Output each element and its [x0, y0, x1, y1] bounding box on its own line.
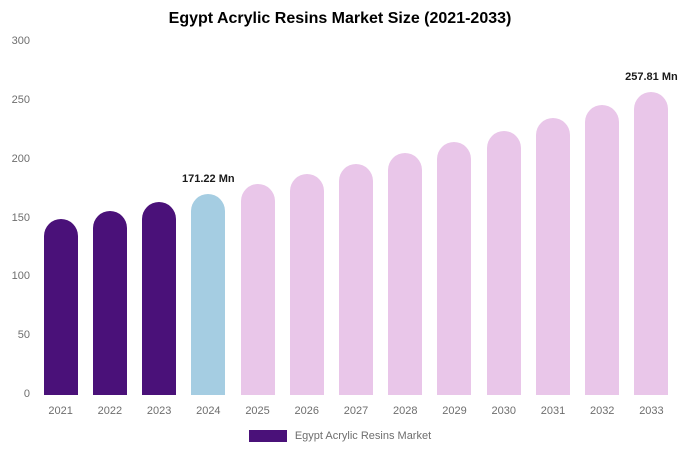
- legend-label: Egypt Acrylic Resins Market: [294, 430, 432, 442]
- x-axis-label: 2022: [97, 405, 123, 417]
- y-axis-tick-label: 100: [11, 270, 30, 283]
- x-axis-label: 2033: [639, 405, 664, 417]
- y-axis-tick-label: 300: [11, 35, 30, 47]
- y-axis-tick-label: 200: [11, 152, 30, 165]
- bar-column: 2030: [479, 42, 528, 417]
- bar: [240, 184, 275, 395]
- x-axis-label: 2028: [393, 405, 418, 417]
- bar: [535, 118, 570, 395]
- bar-column: 2031: [528, 42, 577, 417]
- bar: [486, 130, 521, 395]
- y-axis-tick-label: 150: [11, 211, 30, 224]
- x-axis-label: 2026: [294, 405, 320, 417]
- x-axis-label: 2024: [196, 405, 221, 417]
- bar: [437, 142, 472, 395]
- bar-column: 2023: [134, 42, 183, 417]
- bar-column: 171.22 Mn 2024: [182, 42, 235, 417]
- legend-swatch: [248, 430, 287, 442]
- bar: [191, 193, 226, 395]
- x-axis-label: 2030: [491, 405, 516, 417]
- bar: [585, 105, 620, 395]
- legend: Egypt Acrylic Resins Market: [0, 430, 680, 442]
- x-axis-label: 2023: [146, 405, 172, 417]
- x-axis-label: 2032: [589, 405, 615, 417]
- bar-column: 2028: [381, 42, 430, 417]
- bar-column: 2032: [578, 42, 627, 417]
- bar-column: 2027: [331, 42, 380, 417]
- y-axis-tick-label: 250: [11, 93, 30, 106]
- bar-column: 2025: [233, 42, 282, 417]
- y-axis-tick-label: 50: [17, 329, 30, 342]
- bar: [634, 91, 669, 395]
- x-axis-label: 2025: [245, 405, 270, 417]
- bar: [339, 164, 374, 395]
- bar-column: 257.81 Mn 2033: [625, 42, 678, 417]
- x-axis-label: 2021: [48, 405, 73, 417]
- bar-data-label: 171.22 Mn: [182, 172, 235, 185]
- bar: [388, 153, 423, 395]
- plot-area: 2021 2022 2023 171.22 Mn 2024 2025 2026 2027 202…: [36, 42, 678, 417]
- bar: [289, 174, 324, 395]
- bar-column: 2021: [36, 42, 85, 417]
- x-axis-label: 2027: [343, 405, 369, 417]
- bar-column: 2022: [85, 42, 134, 417]
- bar-column: 2026: [282, 42, 331, 417]
- bar-column: 2029: [430, 42, 479, 417]
- chart-title: Egypt Acrylic Resins Market Size (2021-2…: [168, 10, 512, 27]
- y-axis-tick-label: 0: [23, 388, 30, 400]
- bar: [142, 202, 177, 395]
- bar-data-label: 257.81 Mn: [625, 70, 678, 83]
- x-axis-label: 2031: [540, 405, 566, 417]
- x-axis-label: 2029: [442, 405, 467, 417]
- bar: [92, 210, 127, 395]
- bar: [43, 218, 78, 395]
